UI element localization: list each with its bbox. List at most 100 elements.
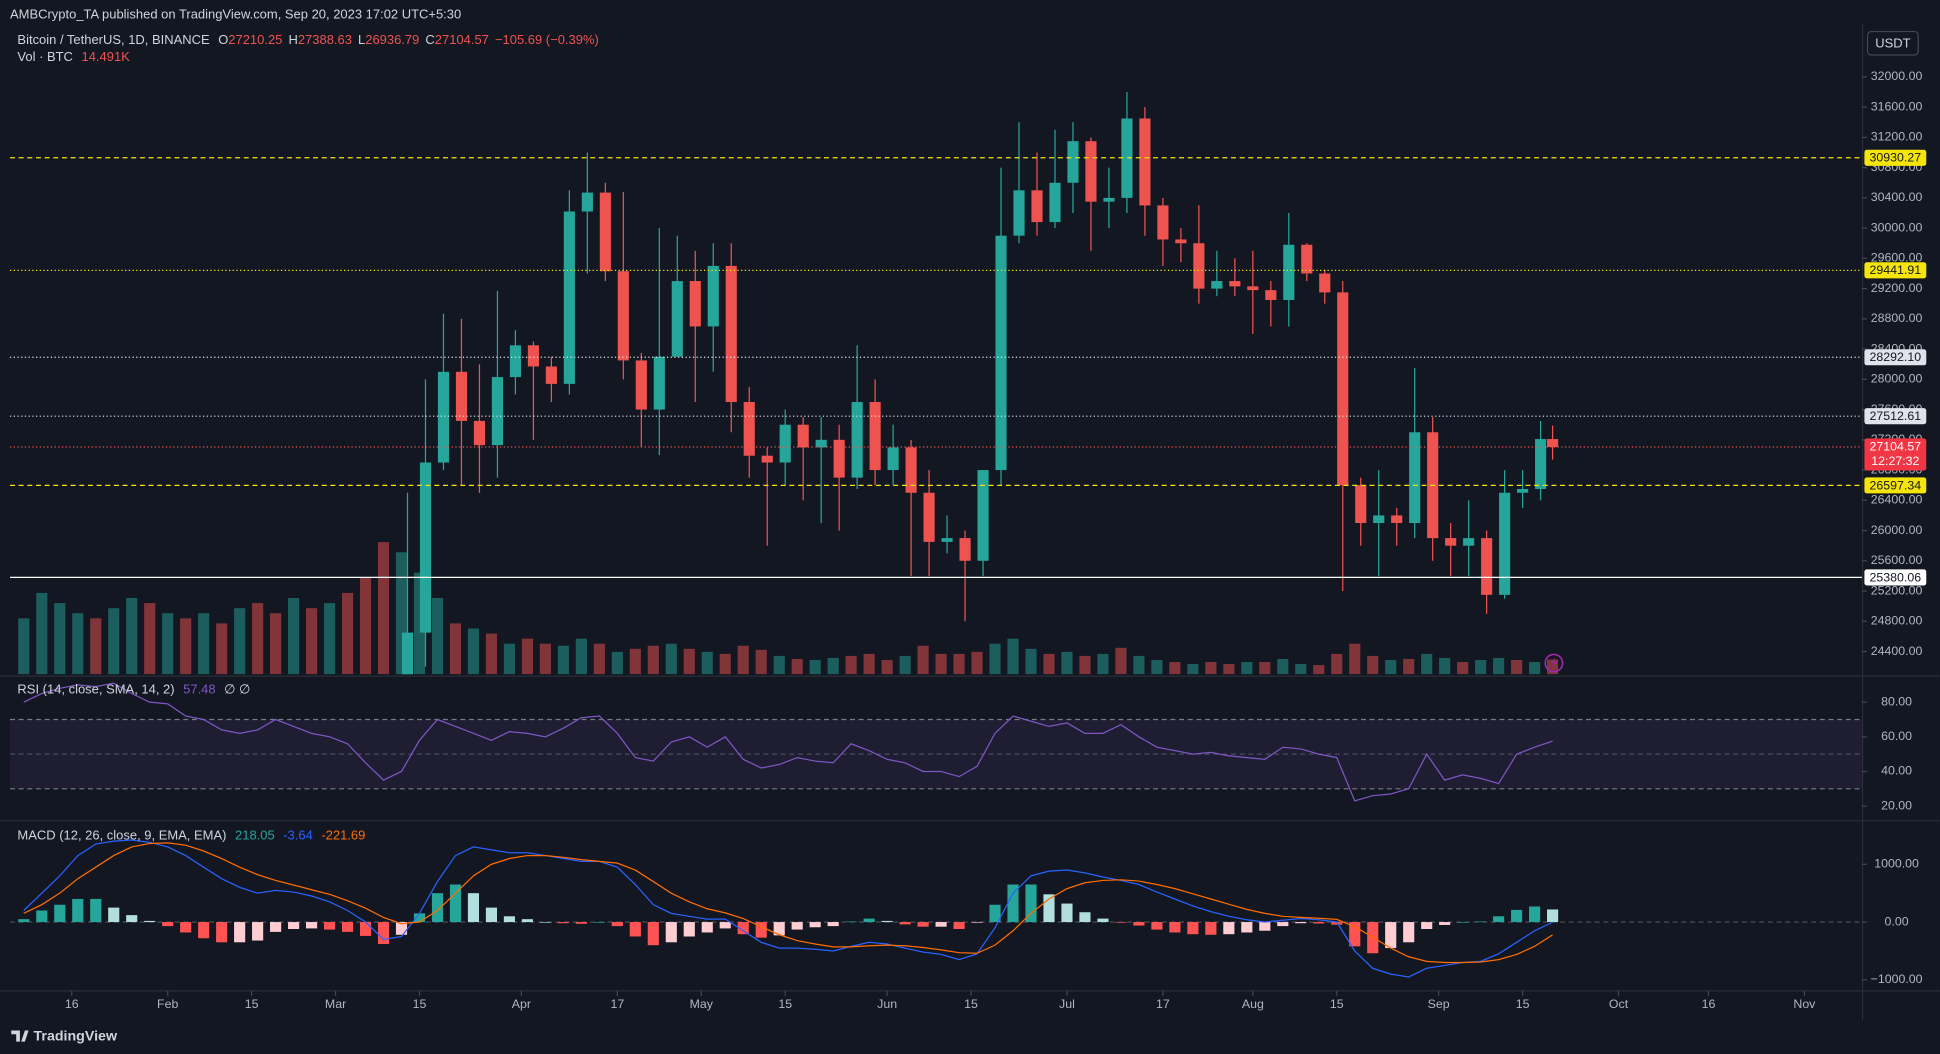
macd-hist [1547, 909, 1559, 923]
candle-body [1283, 244, 1295, 300]
symbol: Bitcoin / TetherUS, 1D, BINANCE [17, 32, 210, 47]
price-level-box [1864, 349, 1927, 366]
volume-bar [1241, 662, 1253, 675]
macd-hist [809, 922, 821, 928]
volume-bar [1007, 638, 1019, 675]
signal-line [23, 842, 1553, 964]
macd-hist [216, 922, 228, 943]
volume-bar [252, 603, 264, 675]
volume-bar [539, 643, 551, 675]
macd-hist [1169, 922, 1181, 933]
hist-value: 218.05 [235, 828, 275, 843]
macd-hist [1349, 922, 1361, 947]
x-tick-label: 15 [1516, 997, 1530, 1011]
macd-hist [1313, 922, 1325, 924]
macd-hist [539, 922, 551, 923]
macd-hist [1133, 922, 1145, 926]
candle-body [527, 345, 539, 367]
price-pane [10, 92, 1862, 675]
price-level-box [1864, 477, 1927, 494]
axes: 20.00 40.00 60.00 80.00 −1000.00 0.00 1000.00 2… [65, 69, 1927, 1011]
alert-icon-bolt [1551, 656, 1558, 670]
volume-bar [647, 645, 659, 675]
volume-bar [899, 655, 911, 675]
volume-bar [395, 552, 408, 675]
last-price-box [1864, 438, 1927, 471]
volume-bar [1133, 655, 1145, 675]
volume-bar [863, 653, 875, 675]
macd-hist [72, 898, 84, 923]
macd-hist [1241, 922, 1253, 933]
candle-body [437, 371, 450, 463]
volume-bar [773, 655, 785, 675]
macd-hist [162, 922, 174, 927]
candle-body [1409, 432, 1421, 523]
candle-body [743, 402, 755, 456]
macd-hist [953, 922, 965, 929]
candle-body [1157, 205, 1169, 240]
last-price: 27104.57 [1870, 439, 1922, 453]
y-tick-label: 20.00 [1881, 798, 1912, 812]
brand-logo [11, 1030, 29, 1042]
x-tick-label: 15 [964, 997, 978, 1011]
volume-bar [1169, 662, 1181, 675]
change: −105.69 (−0.39%) [495, 32, 599, 47]
volume-value: 14.491K [81, 50, 130, 65]
volume-bar [1493, 657, 1505, 675]
macd-name: MACD (12, 26, close, 9, EMA, EMA) [17, 828, 226, 843]
currency[interactable]: USDT [1875, 35, 1910, 50]
volume-bar [935, 653, 947, 675]
volume-bar [809, 659, 821, 675]
y-tick-label: 26400.00 [1871, 493, 1923, 507]
candle-body [1445, 538, 1457, 546]
candle-body [797, 424, 809, 448]
candle-body [617, 271, 629, 361]
volume-bar [683, 648, 695, 675]
candle-body [1337, 292, 1349, 486]
candle-body [671, 281, 683, 357]
y-tick-label: 25200.00 [1871, 583, 1923, 597]
volume-bar [665, 643, 677, 675]
x-tick-label: Mar [325, 997, 346, 1011]
candle-body [1391, 515, 1403, 523]
macd-hist [971, 922, 983, 923]
volume-bar [1349, 643, 1361, 675]
macd-hist [306, 922, 318, 929]
candle-body [1535, 439, 1547, 489]
currency-button[interactable] [1866, 30, 1919, 56]
candle-body [1211, 281, 1223, 289]
macd-hist [611, 922, 623, 927]
x-tick-label: Oct [1609, 997, 1629, 1011]
alert-icon[interactable] [1544, 653, 1564, 673]
macd-hist [467, 893, 480, 923]
candle-body [779, 424, 791, 463]
macd-hist [449, 884, 462, 923]
macd-hist [665, 922, 677, 943]
macd-hist [791, 922, 803, 930]
brand: TradingView [34, 1028, 118, 1044]
macd-hist [270, 922, 282, 932]
macd-hist [54, 904, 66, 923]
candle-body [1319, 273, 1331, 293]
candle-body [923, 492, 935, 542]
symbol-legend: Bitcoin / TetherUS, 1D, BINANCE O27210.2… [17, 32, 598, 47]
candle-body [563, 211, 575, 384]
volume-bar [288, 598, 300, 675]
macd-hist [1439, 922, 1451, 925]
macd-hist [1493, 916, 1505, 923]
x-tick-label: Apr [512, 997, 531, 1011]
macd-hist [1025, 884, 1037, 923]
volume-bar [54, 603, 66, 675]
footer [0, 1020, 1940, 1054]
macd-hist [359, 922, 372, 936]
volume-bar [1421, 653, 1433, 675]
price-level-box [1864, 149, 1927, 166]
ohlc-value: 26936.79 [365, 32, 419, 47]
candle-body [995, 235, 1007, 471]
macd-hist [36, 910, 48, 923]
x-tick-label: 15 [1330, 997, 1344, 1011]
volume-bar [1277, 658, 1289, 675]
candle-body [815, 439, 827, 448]
volume-bar [827, 657, 839, 675]
rsi-extra: ∅ ∅ [224, 682, 250, 697]
